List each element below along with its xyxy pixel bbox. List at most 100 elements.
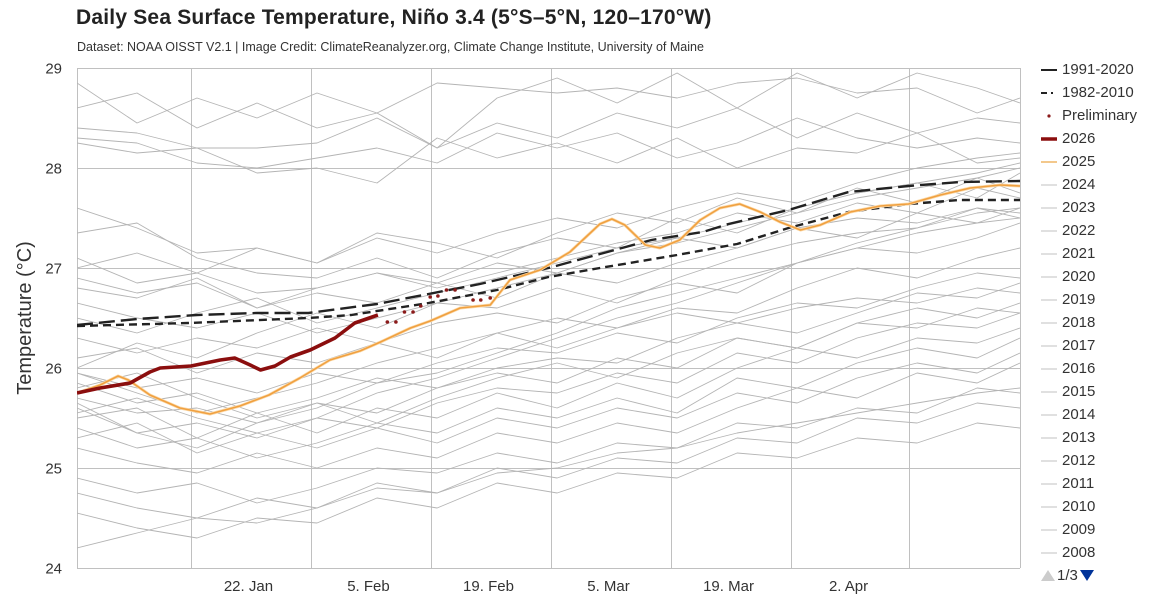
legend-item-label: 2022 [1062,222,1096,239]
legend-item-2014[interactable]: 2014 [1040,403,1150,426]
legend-item-label: 2008 [1062,544,1096,561]
legend-line-icon [1040,547,1058,559]
historical-year-line [77,207,1020,434]
historical-year-line [77,327,1020,439]
legend-item-2024[interactable]: 2024 [1040,173,1150,196]
series-preliminary-point [411,310,415,314]
legend-item-label: 2009 [1062,521,1096,538]
y-tick-label: 29 [45,61,62,78]
series-preliminary-point [394,320,398,324]
legend-line-icon [1040,202,1058,214]
series-preliminary-point [402,310,407,314]
legend-item-2023[interactable]: 2023 [1040,196,1150,219]
x-tick-label: 19. Mar [703,578,754,595]
legend-item-2009[interactable]: 2009 [1040,518,1150,541]
legend-item-2015[interactable]: 2015 [1040,380,1150,403]
legend-line-icon [1040,225,1058,237]
legend-item-label: 1991-2020 [1062,61,1134,78]
series-2025-line [77,184,1020,415]
grid [77,68,1021,569]
series-preliminary-point [488,296,493,300]
legend-line-icon [1040,294,1058,306]
legend-item-label: 2013 [1062,429,1096,446]
legend-item-1991-2020[interactable]: 1991-2020 [1040,58,1150,81]
legend-item-label: 2025 [1062,153,1096,170]
legend-item-label: 2014 [1062,406,1096,423]
y-tick-label: 25 [45,461,62,478]
legend-item-2019[interactable]: 2019 [1040,288,1150,311]
historical-year-line [77,177,1020,264]
historical-year-line [77,287,1020,414]
pager-up-arrow-icon[interactable] [1041,570,1055,581]
legend-item-label: 2016 [1062,360,1096,377]
legend-item-label: 2019 [1062,291,1096,308]
series-1991-2020-line [77,179,1020,327]
legend-item-2017[interactable]: 2017 [1040,334,1150,357]
legend-item-2021[interactable]: 2021 [1040,242,1150,265]
historical-year-line [77,307,1020,424]
legend-line-icon [1040,317,1058,329]
y-tick-label: 28 [45,161,62,178]
legend-line-icon [1040,340,1058,352]
legend-item-label: 2018 [1062,314,1096,331]
series-preliminary-point [453,288,457,292]
legend-line-icon [1040,271,1058,283]
historical-year-line [77,217,1020,449]
legend-line-icon [1040,179,1058,191]
historical-year-line [77,337,1020,459]
legend-item-2012[interactable]: 2012 [1040,449,1150,472]
historical-year-line [77,272,1020,394]
legend-item-2016[interactable]: 2016 [1040,357,1150,380]
legend-item-label: 2020 [1062,268,1096,285]
historical-year-line [77,387,1020,549]
legend-line-icon [1040,133,1058,145]
series-preliminary-point [471,298,475,302]
legend-item-2018[interactable]: 2018 [1040,311,1150,334]
legend-item-2026[interactable]: 2026 [1040,127,1150,150]
historical-year-line [77,117,1020,169]
legend-line-icon [1040,248,1058,260]
legend-item-2025[interactable]: 2025 [1040,150,1150,173]
legend-item-2010[interactable]: 2010 [1040,495,1150,518]
legend-pager: 1/3 [1041,567,1094,584]
historical-year-line [77,222,1020,354]
y-tick-label: 27 [45,261,62,278]
legend-item-2013[interactable]: 2013 [1040,426,1150,449]
legend-item-label: Preliminary [1062,107,1138,124]
legend-item-label: 2024 [1062,176,1096,193]
legend-line-icon [1040,478,1058,490]
legend-item-2011[interactable]: 2011 [1040,472,1150,495]
historical-year-line [77,77,1020,129]
series-preliminary-point [436,294,440,298]
historical-year-line [77,362,1020,474]
historical-year-line [77,72,1020,149]
legend-item-label: 2010 [1062,498,1096,515]
legend-line-icon [1040,64,1058,76]
legend-item-1982-2010[interactable]: 1982-2010 [1040,81,1150,104]
legend-line-icon [1040,409,1058,421]
x-tick-label: 22. Jan [224,578,273,595]
legend-line-icon [1040,363,1058,375]
axes: 24 25 26 27 28 29 22. Jan 5. Feb 19. Feb 5. Mar 19… [14,61,868,596]
pager-down-arrow-icon[interactable] [1079,570,1094,581]
legend-line-icon [1040,455,1058,467]
legend-item-2008[interactable]: 2008 [1040,541,1150,564]
y-tick-label: 24 [45,561,62,578]
legend-line-icon [1040,156,1058,168]
legend-item-preliminary[interactable]: Preliminary [1040,104,1150,127]
legend-item-label: 2026 [1062,130,1096,147]
series-2026-line [77,313,379,395]
legend: 1991-2020 1982-2010 Preliminary 2026 2025 202… [1040,58,1150,564]
legend-item-2022[interactable]: 2022 [1040,219,1150,242]
historical-year-line [77,352,1020,454]
legend-item-2020[interactable]: 2020 [1040,265,1150,288]
historical-year-line [77,302,1020,424]
legend-line-icon [1040,524,1058,536]
historical-year-line [77,422,1020,539]
legend-item-label: 2011 [1062,475,1095,492]
historical-year-line [77,152,1020,274]
legend-item-label: 2023 [1062,199,1096,216]
legend-item-label: 2012 [1062,452,1096,469]
legend-item-label: 2021 [1062,245,1096,262]
